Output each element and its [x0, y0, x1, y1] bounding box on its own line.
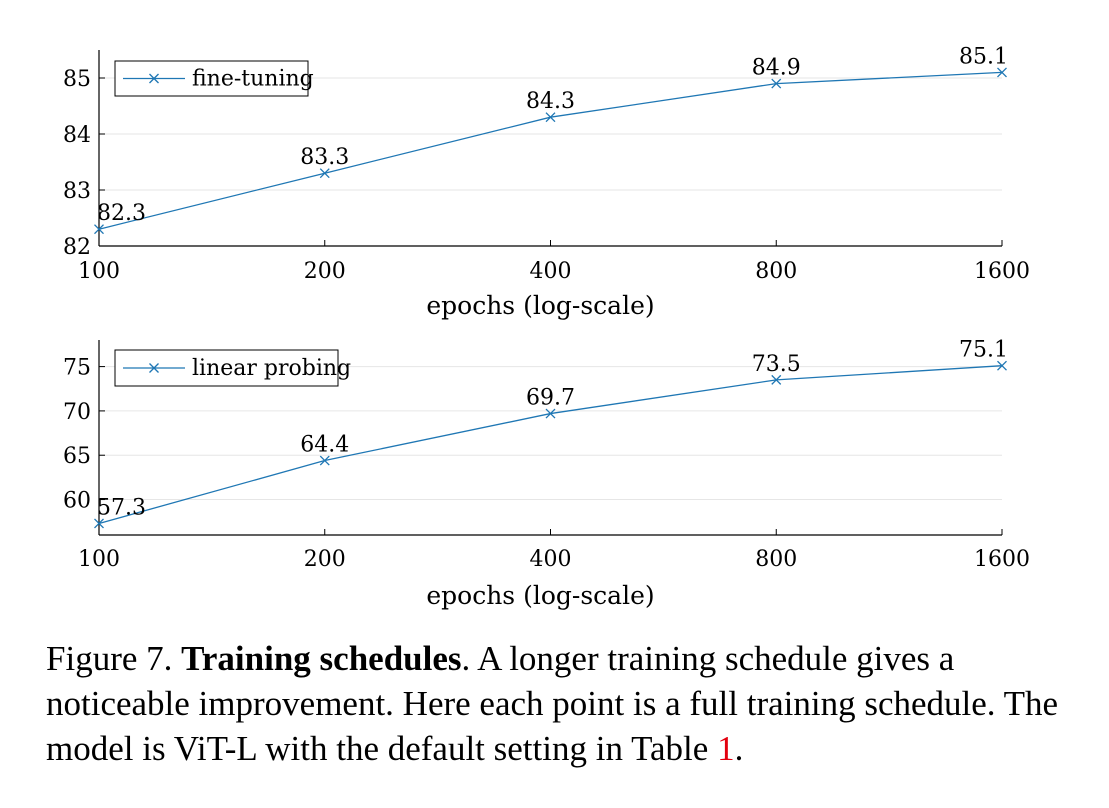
data-point	[319, 455, 330, 466]
data-point	[94, 224, 104, 235]
data-label: 85.1	[959, 44, 1008, 69]
caption-prefix: Figure 7.	[46, 639, 182, 678]
data-label: 75.1	[959, 338, 1008, 363]
caption-suffix: .	[734, 729, 744, 768]
data-label: 64.4	[300, 433, 349, 458]
data-point-marker	[771, 78, 782, 89]
data-label: 57.3	[97, 495, 146, 520]
data-point-marker	[94, 518, 104, 529]
data-point-marker	[545, 408, 556, 419]
data-point-marker	[771, 374, 782, 385]
legend-label: linear probing	[192, 356, 351, 381]
y-tick-label: 82	[63, 235, 91, 260]
x-axis-label: epochs (log-scale)	[426, 581, 654, 610]
x-axis-label: epochs (log-scale)	[426, 291, 654, 320]
x-tick-label: 800	[755, 547, 797, 572]
x-tick-label: 100	[78, 259, 120, 284]
data-point-marker	[319, 455, 330, 466]
fine-tuning-chart: 82 83 84 85 100 200 400 800 1600 epochs (log-scal…	[63, 44, 1030, 320]
legend-marker	[149, 73, 159, 84]
data-label: 84.9	[752, 56, 801, 81]
legend-label: fine-tuning	[192, 67, 314, 92]
caption-text: . A longer training schedule gives a not…	[46, 639, 1059, 768]
data-label: 83.3	[300, 145, 349, 170]
legend-marker	[149, 363, 159, 373]
x-tick-label: 1600	[974, 259, 1030, 284]
data-label: 69.7	[526, 386, 575, 411]
data-point	[545, 408, 556, 419]
y-tick-label: 65	[63, 444, 91, 469]
data-point	[319, 168, 330, 179]
y-tick-label: 84	[63, 123, 91, 148]
x-tick-label: 200	[304, 547, 346, 572]
data-point	[997, 360, 1007, 371]
x-tick-label: 400	[530, 547, 572, 572]
y-tick-label: 70	[63, 400, 91, 425]
data-point-marker	[319, 168, 330, 179]
x-tick-label: 1600	[974, 547, 1030, 572]
data-point-marker	[997, 360, 1007, 371]
data-point-marker	[997, 67, 1007, 78]
y-tick-label: 60	[63, 489, 91, 514]
data-point	[545, 112, 556, 123]
y-tick-label: 85	[63, 67, 91, 92]
data-point	[771, 78, 782, 89]
y-tick-label: 75	[63, 356, 91, 381]
data-label: 84.3	[526, 89, 575, 114]
linear-probing-chart: 60 65 70 75 100 200 400 800 1600 epochs (log-scal…	[63, 338, 1030, 610]
caption-bold: Training schedules	[181, 639, 462, 678]
data-point-marker	[545, 112, 556, 123]
x-tick-label: 200	[304, 259, 346, 284]
y-tick-label: 83	[63, 179, 91, 204]
data-point-marker	[94, 224, 104, 235]
x-tick-label: 100	[78, 547, 120, 572]
data-point	[771, 374, 782, 385]
data-point	[997, 67, 1007, 78]
data-label: 82.3	[97, 201, 146, 226]
figure-caption: Figure 7. Training schedules. A longer t…	[46, 636, 1086, 771]
data-label: 73.5	[752, 352, 801, 377]
x-tick-label: 400	[530, 259, 572, 284]
x-tick-label: 800	[755, 259, 797, 284]
caption-table-ref[interactable]: 1	[717, 729, 735, 768]
figure: 82 83 84 85 100 200 400 800 1600 epochs (log-scal…	[63, 44, 1030, 610]
data-point	[94, 518, 104, 529]
